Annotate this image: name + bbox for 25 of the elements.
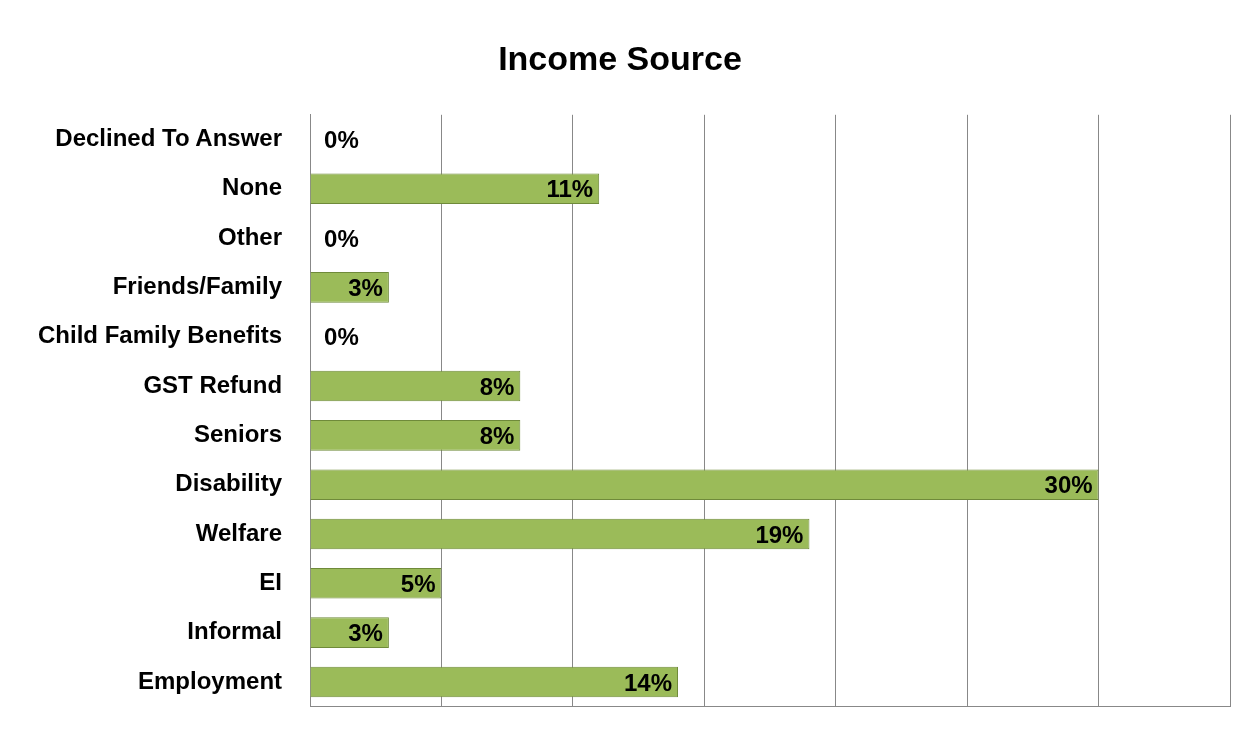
- data-label: 3%: [348, 274, 383, 302]
- data-label: 30%: [1044, 471, 1093, 499]
- y-tick-label: Informal: [187, 617, 283, 645]
- data-label: 8%: [479, 372, 515, 400]
- y-tick-label: EI: [259, 567, 283, 595]
- data-label: 8%: [479, 421, 515, 449]
- y-tick-label: Disability: [175, 469, 283, 497]
- y-tick-label: GST Refund: [143, 370, 283, 398]
- data-label: 11%: [546, 175, 594, 203]
- data-label: 0%: [324, 224, 359, 252]
- y-tick-label: Seniors: [194, 419, 283, 447]
- data-label: 14%: [623, 668, 673, 696]
- data-label: 3%: [348, 619, 383, 647]
- y-tick-label: Welfare: [195, 518, 283, 546]
- y-tick-label: Employment: [138, 666, 283, 694]
- data-label: 19%: [755, 520, 804, 548]
- data-label: 5%: [400, 569, 436, 597]
- y-tick-label: Declined To Answer: [55, 124, 283, 152]
- data-label: 0%: [324, 126, 359, 154]
- chart-title: Income Source: [498, 38, 742, 77]
- y-tick-label: None: [222, 173, 283, 201]
- data-label: 0%: [324, 323, 359, 351]
- y-tick-label: Friends/Family: [112, 272, 283, 300]
- y-tick-label: Other: [218, 222, 283, 250]
- y-tick-label: Child Family Benefits: [38, 321, 283, 349]
